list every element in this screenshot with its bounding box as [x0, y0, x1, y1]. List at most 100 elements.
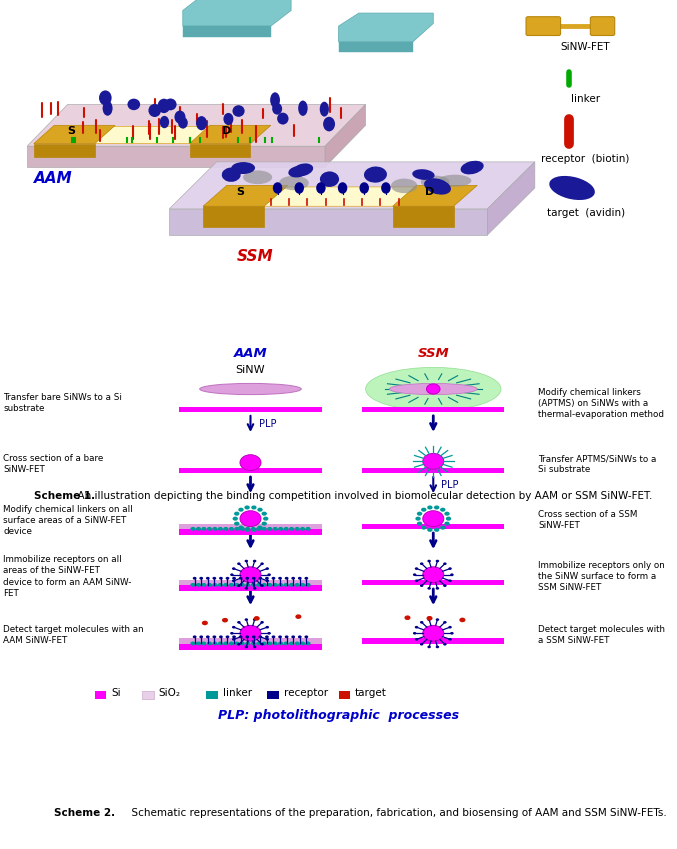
Circle shape	[305, 527, 311, 531]
Circle shape	[193, 576, 196, 580]
Circle shape	[263, 516, 269, 520]
Polygon shape	[487, 162, 535, 235]
Circle shape	[417, 521, 422, 526]
Ellipse shape	[243, 171, 272, 184]
Ellipse shape	[196, 116, 207, 130]
Text: target  (avidin): target (avidin)	[546, 208, 625, 218]
Circle shape	[404, 616, 410, 620]
Circle shape	[206, 527, 212, 531]
Circle shape	[253, 645, 257, 649]
Ellipse shape	[178, 117, 188, 128]
Text: SSM: SSM	[237, 249, 274, 264]
Circle shape	[443, 584, 447, 587]
Circle shape	[234, 521, 240, 526]
Polygon shape	[34, 143, 95, 156]
Circle shape	[237, 643, 240, 645]
Circle shape	[448, 638, 452, 641]
Ellipse shape	[389, 384, 477, 395]
Circle shape	[284, 527, 288, 531]
Circle shape	[206, 583, 212, 587]
Circle shape	[223, 527, 228, 531]
Circle shape	[415, 638, 418, 641]
Circle shape	[244, 505, 250, 509]
Circle shape	[427, 618, 431, 621]
Ellipse shape	[292, 163, 313, 177]
Bar	[206, 690, 218, 700]
Circle shape	[218, 642, 223, 645]
Ellipse shape	[294, 183, 304, 194]
Bar	[179, 638, 322, 644]
Circle shape	[267, 632, 271, 634]
Text: SiNW: SiNW	[236, 365, 265, 374]
Text: PLP: PLP	[259, 419, 276, 429]
Circle shape	[238, 508, 244, 512]
Circle shape	[265, 576, 269, 580]
Text: SiNW-FET: SiNW-FET	[561, 42, 611, 52]
Text: SiO₂: SiO₂	[158, 688, 180, 698]
Circle shape	[422, 511, 444, 526]
Circle shape	[271, 635, 276, 638]
Circle shape	[415, 579, 418, 582]
Circle shape	[234, 642, 240, 645]
Circle shape	[240, 511, 261, 526]
Polygon shape	[190, 126, 271, 143]
Circle shape	[218, 583, 223, 587]
Polygon shape	[203, 185, 288, 206]
Circle shape	[218, 527, 223, 531]
Circle shape	[222, 618, 228, 622]
Bar	[267, 690, 279, 700]
Circle shape	[229, 642, 234, 645]
Circle shape	[232, 638, 236, 641]
Circle shape	[213, 642, 217, 645]
Circle shape	[257, 508, 263, 512]
Circle shape	[261, 521, 267, 526]
Ellipse shape	[460, 160, 483, 174]
Circle shape	[415, 626, 418, 628]
Text: Modify chemical linkers
(APTMS) on SiNWs with a
thermal-evaporation method: Modify chemical linkers (APTMS) on SiNWs…	[538, 388, 664, 419]
Circle shape	[298, 635, 302, 638]
Circle shape	[237, 562, 240, 565]
Ellipse shape	[223, 113, 234, 125]
Polygon shape	[183, 0, 291, 26]
Ellipse shape	[158, 98, 171, 113]
Text: S: S	[67, 127, 75, 136]
Circle shape	[201, 583, 206, 587]
Circle shape	[305, 635, 308, 638]
Text: linker: linker	[571, 94, 600, 104]
Circle shape	[256, 583, 261, 587]
Circle shape	[257, 526, 263, 530]
Text: Transfer bare SiNWs to a Si
substrate: Transfer bare SiNWs to a Si substrate	[3, 393, 123, 413]
Ellipse shape	[323, 117, 335, 132]
Circle shape	[238, 526, 244, 530]
Circle shape	[232, 579, 236, 582]
Circle shape	[239, 576, 242, 580]
Circle shape	[230, 632, 234, 634]
Circle shape	[443, 621, 447, 624]
Text: Cross section of a SSM
SiNW-FET: Cross section of a SSM SiNW-FET	[538, 510, 638, 531]
Bar	[338, 690, 350, 700]
Circle shape	[440, 508, 445, 512]
Circle shape	[252, 635, 256, 638]
Polygon shape	[393, 185, 477, 206]
Ellipse shape	[272, 103, 282, 115]
Circle shape	[448, 567, 452, 570]
Circle shape	[285, 635, 288, 638]
Ellipse shape	[277, 113, 288, 125]
Circle shape	[436, 618, 439, 621]
Bar	[362, 638, 504, 644]
Circle shape	[250, 527, 256, 531]
Circle shape	[415, 567, 418, 570]
Circle shape	[273, 527, 278, 531]
Ellipse shape	[175, 110, 185, 124]
Circle shape	[422, 626, 444, 641]
Circle shape	[267, 583, 272, 587]
Ellipse shape	[148, 104, 161, 117]
Polygon shape	[34, 126, 115, 143]
Text: D: D	[425, 187, 435, 197]
Text: Detect target molecules with
a SSM SiNW-FET: Detect target molecules with a SSM SiNW-…	[538, 625, 665, 645]
Polygon shape	[203, 206, 264, 228]
Polygon shape	[190, 143, 250, 156]
Circle shape	[450, 632, 454, 634]
Circle shape	[278, 583, 283, 587]
Circle shape	[190, 642, 196, 645]
